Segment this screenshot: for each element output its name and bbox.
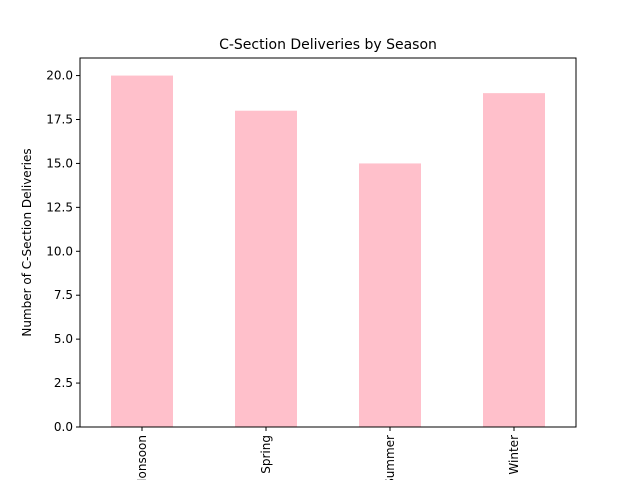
bar-spring — [235, 110, 297, 427]
y-tick-label: 12.5 — [46, 200, 73, 214]
x-tick-label: Summer — [383, 435, 397, 480]
y-tick-label: 7.5 — [54, 288, 73, 302]
y-tick-label: 20.0 — [46, 69, 73, 83]
x-axis: Monsoon Spring Summer Winter — [135, 427, 521, 480]
bar-monsoon — [111, 75, 173, 428]
x-tick-label: Monsoon — [135, 435, 149, 480]
y-tick-label: 15.0 — [46, 156, 73, 170]
plot-frame — [79, 57, 577, 428]
y-tick-label: 5.0 — [54, 332, 73, 346]
y-axis-label: Number of C-Section Deliveries — [20, 148, 34, 336]
bars-layer — [111, 75, 545, 428]
x-tick-label: Winter — [507, 435, 521, 475]
y-tick-label: 10.0 — [46, 244, 73, 258]
y-axis: 0.0 2.5 5.0 7.5 10.0 12.5 15.0 17.5 20.0 — [46, 69, 80, 434]
bar-summer — [359, 163, 421, 427]
bar-winter — [483, 93, 545, 428]
y-tick-label: 0.0 — [54, 420, 73, 434]
chart-title: C-Section Deliveries by Season — [219, 37, 437, 53]
y-tick-label: 17.5 — [46, 113, 73, 127]
x-tick-label: Spring — [259, 435, 273, 474]
y-tick-label: 2.5 — [54, 376, 73, 390]
